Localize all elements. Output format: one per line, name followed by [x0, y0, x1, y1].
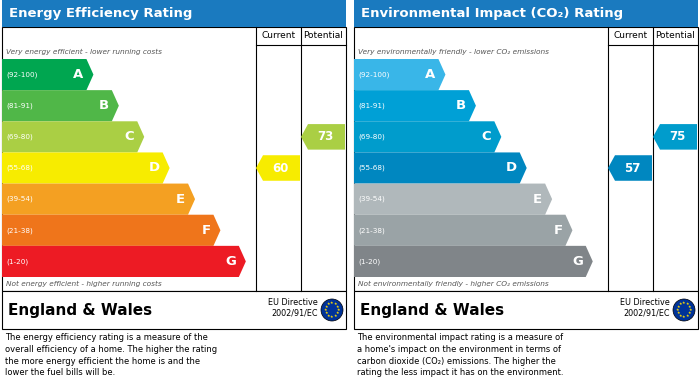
Bar — [354, 0, 698, 27]
Text: A: A — [425, 68, 435, 81]
Text: ★: ★ — [327, 302, 330, 306]
Text: ★: ★ — [682, 301, 686, 305]
Text: 73: 73 — [317, 130, 334, 143]
Polygon shape — [354, 215, 573, 246]
Text: Environmental Impact (CO₂) Rating: Environmental Impact (CO₂) Rating — [361, 7, 623, 20]
Text: (81-91): (81-91) — [6, 102, 33, 109]
Text: (92-100): (92-100) — [358, 71, 389, 78]
Text: (39-54): (39-54) — [6, 196, 33, 203]
Polygon shape — [354, 59, 445, 90]
Text: ★: ★ — [336, 311, 340, 315]
Polygon shape — [2, 183, 195, 215]
Text: Very energy efficient - lower running costs: Very energy efficient - lower running co… — [6, 49, 162, 55]
Polygon shape — [2, 121, 144, 152]
Text: (39-54): (39-54) — [358, 196, 385, 203]
Text: F: F — [553, 224, 562, 237]
Text: E: E — [533, 193, 542, 206]
Polygon shape — [653, 124, 697, 150]
Text: Very environmentally friendly - lower CO₂ emissions: Very environmentally friendly - lower CO… — [358, 49, 549, 55]
Text: 60: 60 — [272, 161, 288, 174]
Polygon shape — [2, 59, 93, 90]
Circle shape — [321, 299, 343, 321]
Text: Not environmentally friendly - higher CO₂ emissions: Not environmentally friendly - higher CO… — [358, 281, 549, 287]
Text: Not energy efficient - higher running costs: Not energy efficient - higher running co… — [6, 281, 162, 287]
Bar — [354, 27, 698, 291]
Text: ★: ★ — [685, 302, 689, 306]
Bar — [2, 27, 346, 291]
Text: C: C — [482, 130, 491, 143]
Text: England & Wales: England & Wales — [8, 303, 152, 317]
Text: (69-80): (69-80) — [358, 134, 385, 140]
Text: Potential: Potential — [304, 32, 344, 41]
Text: England & Wales: England & Wales — [360, 303, 504, 317]
Text: ★: ★ — [676, 305, 680, 309]
Text: ★: ★ — [336, 305, 340, 309]
Text: The energy efficiency rating is a measure of the
overall efficiency of a home. T: The energy efficiency rating is a measur… — [5, 333, 217, 377]
Text: (21-38): (21-38) — [6, 227, 33, 233]
Text: 75: 75 — [669, 130, 686, 143]
Text: (55-68): (55-68) — [6, 165, 33, 171]
Text: (92-100): (92-100) — [6, 71, 37, 78]
Text: G: G — [225, 255, 236, 268]
Text: Energy Efficiency Rating: Energy Efficiency Rating — [9, 7, 192, 20]
Text: E: E — [176, 193, 185, 206]
Polygon shape — [354, 152, 526, 183]
Text: A: A — [74, 68, 83, 81]
Text: ★: ★ — [689, 308, 692, 312]
Bar — [354, 291, 698, 329]
Polygon shape — [354, 183, 552, 215]
Circle shape — [673, 299, 695, 321]
Polygon shape — [354, 90, 476, 121]
Text: D: D — [148, 161, 160, 174]
Polygon shape — [2, 246, 246, 277]
Text: Current: Current — [613, 32, 648, 41]
Text: ★: ★ — [325, 311, 328, 315]
Text: Potential: Potential — [656, 32, 695, 41]
Polygon shape — [2, 90, 119, 121]
Polygon shape — [354, 246, 593, 277]
Bar — [2, 291, 346, 329]
Text: ★: ★ — [334, 302, 337, 306]
Text: ★: ★ — [679, 302, 682, 306]
Text: ★: ★ — [325, 305, 328, 309]
Text: ★: ★ — [330, 301, 334, 305]
Text: (55-68): (55-68) — [358, 165, 385, 171]
Text: ★: ★ — [688, 305, 692, 309]
Polygon shape — [256, 155, 300, 181]
Text: ★: ★ — [679, 314, 682, 318]
Text: ★: ★ — [676, 311, 680, 315]
Text: EU Directive
2002/91/EC: EU Directive 2002/91/EC — [268, 298, 318, 318]
Polygon shape — [2, 215, 220, 246]
Text: ★: ★ — [682, 315, 686, 319]
Text: 57: 57 — [624, 161, 640, 174]
Text: (1-20): (1-20) — [6, 258, 28, 265]
Text: (81-91): (81-91) — [358, 102, 385, 109]
Text: D: D — [505, 161, 517, 174]
Polygon shape — [354, 121, 501, 152]
Text: B: B — [456, 99, 466, 112]
Text: (69-80): (69-80) — [6, 134, 33, 140]
Text: ★: ★ — [323, 308, 327, 312]
Text: G: G — [572, 255, 583, 268]
Text: Current: Current — [261, 32, 295, 41]
Text: The environmental impact rating is a measure of
a home's impact on the environme: The environmental impact rating is a mea… — [357, 333, 564, 377]
Bar — [2, 0, 346, 27]
Text: EU Directive
2002/91/EC: EU Directive 2002/91/EC — [620, 298, 670, 318]
Text: B: B — [99, 99, 108, 112]
Polygon shape — [301, 124, 345, 150]
Text: ★: ★ — [337, 308, 340, 312]
Text: ★: ★ — [334, 314, 337, 318]
Text: ★: ★ — [688, 311, 692, 315]
Text: (21-38): (21-38) — [358, 227, 385, 233]
Polygon shape — [608, 155, 652, 181]
Text: ★: ★ — [685, 314, 689, 318]
Text: (1-20): (1-20) — [358, 258, 380, 265]
Text: C: C — [125, 130, 134, 143]
Text: ★: ★ — [330, 315, 334, 319]
Text: ★: ★ — [327, 314, 330, 318]
Polygon shape — [2, 152, 169, 183]
Text: ★: ★ — [676, 308, 679, 312]
Text: F: F — [202, 224, 211, 237]
